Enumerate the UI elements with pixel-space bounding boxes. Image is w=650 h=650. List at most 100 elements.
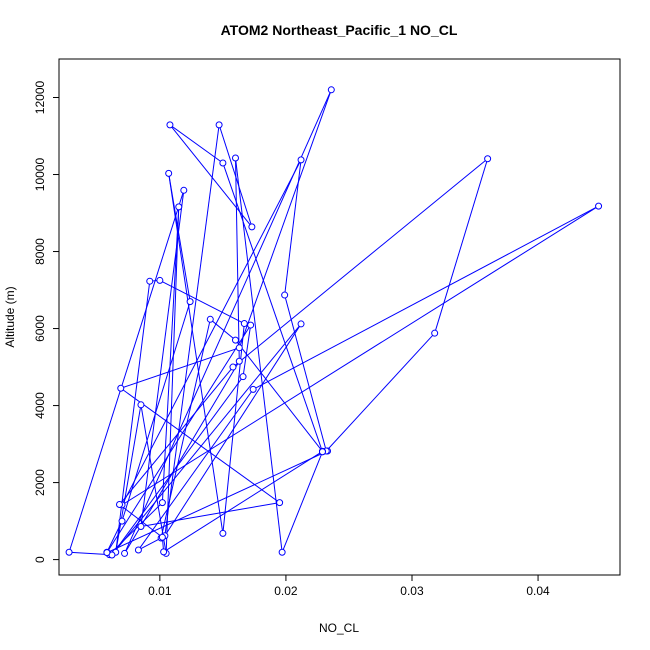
series-segment (218, 124, 253, 228)
data-point (240, 320, 248, 328)
series-segment (115, 404, 142, 553)
series-segment (234, 157, 240, 362)
data-point (248, 223, 256, 231)
data-point (219, 529, 227, 537)
series-segment (121, 159, 302, 506)
y-tick-label: 6000 (33, 315, 47, 342)
series-segment (140, 502, 280, 527)
series-segment (138, 537, 162, 551)
series-segment (69, 551, 110, 556)
series-segment (165, 206, 180, 554)
data-point (431, 329, 439, 337)
data-point (158, 533, 166, 541)
series-segment (235, 339, 323, 452)
series-segment (111, 323, 302, 556)
data-point (235, 344, 243, 352)
data-point (297, 320, 305, 328)
data-point (231, 154, 239, 162)
data-point (175, 203, 183, 211)
data-point (165, 169, 173, 177)
x-tick-label: 0.04 (526, 584, 550, 598)
series-segment (232, 158, 488, 368)
data-point (65, 548, 73, 556)
data-point (180, 186, 188, 194)
y-tick-label: 10000 (33, 158, 47, 192)
data-point (235, 357, 243, 365)
data-point (137, 522, 145, 530)
series-segment (124, 361, 240, 554)
series-segment (106, 324, 252, 553)
y-tick-label: 4000 (33, 392, 47, 419)
series-segment (68, 190, 185, 553)
series-segment (209, 318, 236, 341)
series-segment (284, 159, 302, 296)
data-point (215, 121, 223, 129)
series-segment (325, 332, 436, 452)
data-point (231, 336, 239, 344)
x-tick-label: 0.02 (274, 584, 298, 598)
plot-frame (58, 58, 621, 576)
data-point (327, 86, 335, 94)
y-tick-label: 0 (33, 556, 47, 563)
chart-title: ATOM2 Northeast_Pacific_1 NO_CL (221, 22, 458, 38)
series-segment (281, 451, 323, 553)
data-point (137, 401, 145, 409)
data-point (121, 549, 129, 557)
y-tick-label: 8000 (33, 238, 47, 265)
data-point (160, 548, 168, 556)
series-segment (140, 190, 185, 527)
x-axis-label: NO_CL (319, 621, 359, 635)
y-tick-label: 12000 (33, 80, 47, 114)
series-segment (119, 504, 163, 538)
data-point (278, 548, 286, 556)
y-axis: 0 2000 4000 6000 8000 10000 12000 (33, 80, 59, 563)
series-segment (120, 387, 280, 504)
data-point (156, 276, 164, 284)
data-lines (68, 89, 599, 556)
series-segment (434, 158, 489, 334)
data-point (595, 202, 603, 210)
x-tick-label: 0.01 (148, 584, 172, 598)
x-tick-label: 0.03 (400, 584, 424, 598)
series-segment (164, 124, 220, 536)
data-points (65, 86, 603, 559)
data-point (229, 363, 237, 371)
series-segment (138, 389, 254, 551)
series-segment (164, 323, 302, 536)
data-point (297, 156, 305, 164)
series-segment (252, 205, 599, 390)
series-segment (284, 294, 327, 452)
data-point (186, 298, 194, 306)
data-point (281, 291, 289, 299)
series-segment (234, 157, 283, 553)
data-point (117, 384, 125, 392)
series-segment (238, 89, 332, 348)
data-point (247, 321, 255, 329)
y-axis-label: Altitude (m) (3, 286, 17, 347)
data-point (276, 499, 284, 507)
data-point (318, 448, 326, 456)
series-segment (168, 173, 224, 534)
data-point (239, 373, 247, 381)
series-segment (120, 347, 240, 389)
data-point (103, 549, 111, 557)
x-axis: 0.01 0.02 0.03 0.04 (148, 575, 550, 598)
data-point (134, 546, 142, 554)
series-segment (163, 450, 323, 553)
series-segment (119, 366, 234, 505)
series-segment (106, 520, 123, 553)
series-segment (160, 319, 211, 539)
data-point (484, 155, 492, 163)
data-point (146, 277, 154, 285)
series-segment (161, 206, 180, 503)
y-tick-label: 2000 (33, 469, 47, 496)
data-point (206, 315, 214, 323)
data-point (249, 385, 257, 393)
series-segment (169, 124, 224, 164)
data-point (219, 159, 227, 167)
series-segment (121, 205, 599, 506)
data-point (166, 121, 174, 129)
series-segment (106, 450, 328, 554)
data-point (118, 517, 126, 525)
